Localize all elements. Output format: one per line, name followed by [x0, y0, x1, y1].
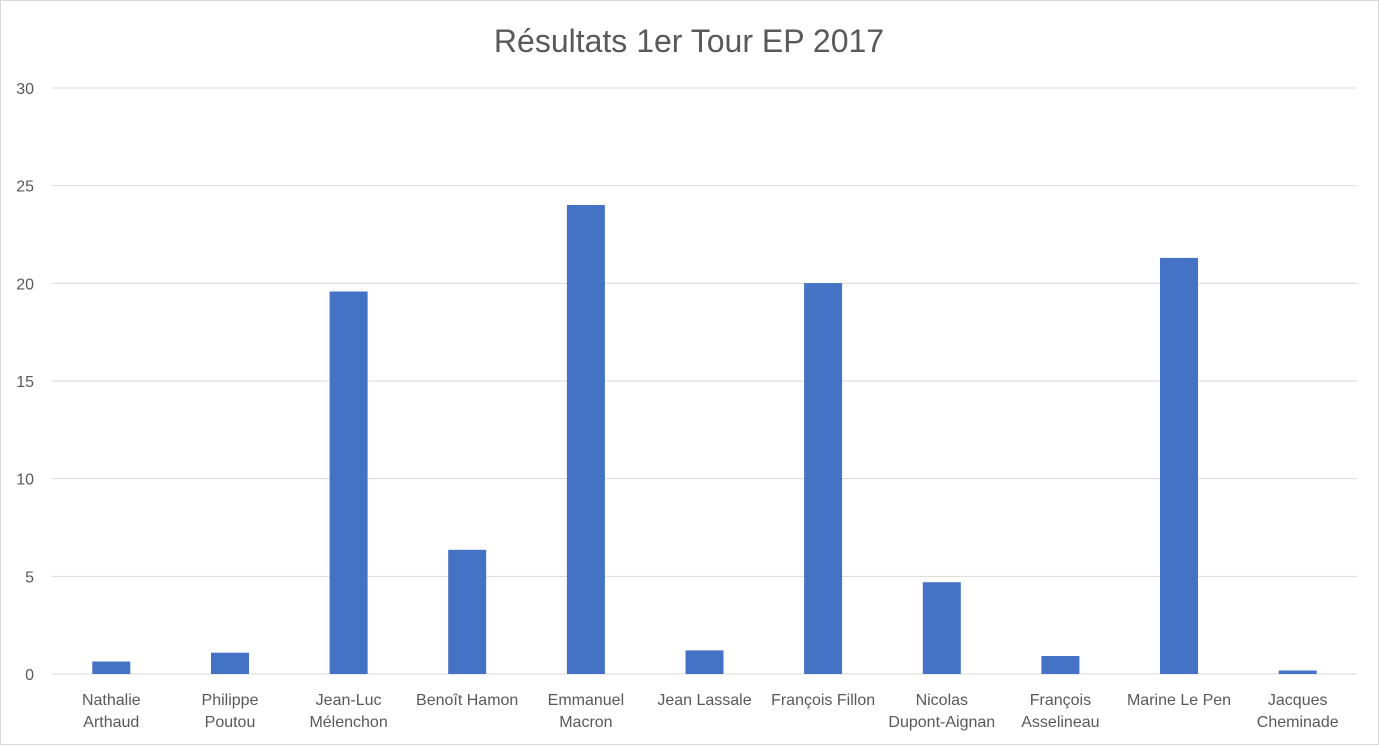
category-label-line: Marine Le Pen [1127, 692, 1231, 709]
y-tick-label: 15 [16, 374, 34, 391]
category-label-line: Emmanuel [548, 692, 624, 709]
category-label: Jean-Luc Mélenchon [309, 692, 387, 731]
category-label: Benoît Hamon [416, 692, 518, 709]
y-tick-label: 5 [25, 569, 34, 586]
category-label: Jean Lassale [657, 692, 751, 709]
bar-3 [448, 549, 487, 674]
category-label: Marine Le Pen [1127, 692, 1231, 709]
category-label: François Asselineau [1021, 692, 1099, 731]
category-label-line: Mélenchon [309, 714, 387, 731]
category-label-line: François Fillon [771, 692, 875, 709]
category-label-line: Arthaud [83, 714, 139, 731]
category-label-line: Philippe [202, 692, 259, 709]
bar-8 [1041, 656, 1080, 674]
category-label: Jacques Cheminade [1257, 692, 1339, 731]
y-tick-label: 20 [16, 276, 34, 293]
category-label: Philippe Poutou [202, 692, 259, 731]
category-label: Emmanuel Macron [548, 692, 624, 731]
category-label-line: Jean-Luc [316, 692, 382, 709]
bars [92, 205, 1317, 674]
category-label-line: Poutou [205, 714, 256, 731]
category-label-line: Asselineau [1021, 714, 1099, 731]
category-label-line: François [1030, 692, 1091, 709]
category-label-line: Jean Lassale [657, 692, 751, 709]
bar-7 [922, 582, 961, 674]
bar-10 [1278, 670, 1317, 674]
chart-title: Résultats 1er Tour EP 2017 [494, 23, 884, 59]
category-label-line: Nathalie [82, 692, 141, 709]
category-label-line: Nicolas [916, 692, 968, 709]
bar-6 [804, 283, 843, 674]
category-label: Nathalie Arthaud [82, 692, 141, 731]
category-label: Nicolas Dupont-Aignan [888, 692, 995, 731]
category-label: François Fillon [771, 692, 875, 709]
y-axis-ticks: 0 5 10 15 20 25 30 [16, 81, 34, 684]
category-label-line: Dupont-Aignan [888, 714, 995, 731]
bar-9 [1160, 257, 1198, 674]
category-label-line: Cheminade [1257, 714, 1339, 731]
y-tick-label: 10 [16, 472, 34, 489]
bar-0 [92, 661, 131, 674]
bar-2 [329, 291, 368, 674]
x-axis-labels: Nathalie Arthaud Philippe Poutou Jean-Luc Mél… [82, 692, 1339, 731]
y-tick-label: 0 [25, 667, 34, 684]
bar-1 [211, 652, 249, 674]
y-tick-label: 25 [16, 179, 34, 196]
category-label-line: Jacques [1268, 692, 1328, 709]
category-label-line: Benoît Hamon [416, 692, 518, 709]
gridlines [52, 87, 1357, 675]
category-label-line: Macron [559, 714, 612, 731]
bar-4 [566, 205, 605, 674]
bar-5 [685, 650, 724, 674]
y-tick-label: 30 [16, 81, 34, 98]
